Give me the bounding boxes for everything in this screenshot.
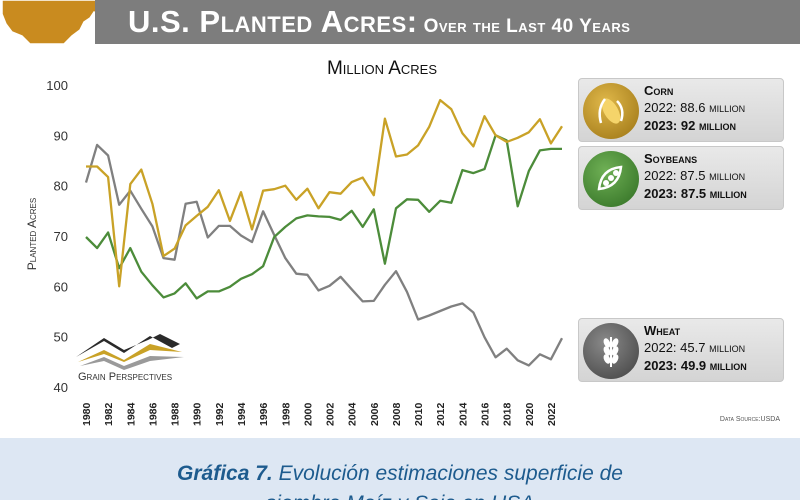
title-main: U.S. Planted Acres:	[128, 4, 418, 39]
soybeans-box-name: Soybeans	[644, 151, 698, 166]
x-tick-label-2006: 2006	[369, 402, 381, 426]
wheat-2023-value: 2023: 49.9	[644, 358, 707, 373]
y-tick-label-50: 50	[54, 330, 68, 345]
y-tick-label-70: 70	[54, 229, 68, 244]
y-tick-label-80: 80	[54, 179, 68, 194]
x-tick-label-1994: 1994	[236, 402, 248, 426]
x-tick-label-1982: 1982	[103, 402, 115, 426]
x-tick-label-2000: 2000	[302, 402, 314, 426]
y-tick-label-60: 60	[54, 279, 68, 294]
figure-caption: Gráfica 7. Evolución estimaciones superf…	[0, 462, 800, 486]
series-line-corn	[86, 98, 563, 288]
series-line-soybeans	[85, 134, 562, 300]
chart-title: Million Acres	[327, 58, 437, 79]
x-tick-label-2002: 2002	[325, 402, 337, 426]
soybean-icon	[583, 151, 639, 207]
wheat-2022-unit: million	[709, 340, 746, 355]
planted-acres-chart: Million Acres Planted Acres 40 50 60 70 80 90…	[25, 58, 780, 426]
x-tick-label-1988: 1988	[170, 402, 182, 426]
page-title: U.S. Planted Acres: Over the Last 40 Year…	[128, 4, 630, 40]
corn-2022-unit: million	[709, 100, 746, 115]
x-tick-label-2018: 2018	[502, 402, 514, 426]
soybeans-2023-value: 2023: 87.5	[644, 186, 707, 201]
y-axis-title: Planted Acres	[25, 198, 39, 270]
x-tick-label-1990: 1990	[192, 402, 204, 426]
series-lines	[84, 98, 564, 367]
y-tick-label-90: 90	[54, 128, 68, 143]
wheat-2023-unit: million	[709, 358, 747, 373]
wheat-box-name: Wheat	[644, 323, 681, 338]
x-tick-label-1998: 1998	[280, 402, 292, 426]
soybeans-info-box: Soybeans 2022: 87.5 million 2023: 87.5 m…	[578, 146, 784, 210]
y-tick-label-40: 40	[54, 380, 68, 395]
wheat-icon	[583, 323, 639, 379]
title-banner: U.S. Planted Acres: Over the Last 40 Year…	[0, 0, 800, 44]
y-axis-ticks: 40 50 60 70 80 90 100	[46, 78, 68, 395]
x-tick-label-2014: 2014	[457, 402, 469, 426]
x-tick-label-1992: 1992	[214, 402, 226, 426]
caption-text: Evolución estimaciones superficie de	[272, 462, 623, 485]
banner-bar	[95, 0, 800, 44]
x-tick-label-1984: 1984	[125, 402, 137, 426]
soybeans-2023-unit: million	[709, 186, 747, 201]
x-tick-label-1996: 1996	[258, 402, 270, 426]
wheat-2022-value: 2022: 45.7	[644, 340, 706, 355]
corn-2022-value: 2022: 88.6	[644, 100, 706, 115]
x-tick-label-2008: 2008	[391, 402, 403, 426]
corn-box-name: Corn	[644, 83, 674, 98]
logo-text: Grain Perspectives	[78, 371, 172, 383]
soybeans-2022-unit: million	[709, 168, 746, 183]
caption-label: Gráfica 7.	[177, 462, 273, 485]
corn-2023-unit: million	[698, 118, 736, 133]
x-axis-ticks: 1980 1982 1984 1986 1988 1990 1992 1994 1996 1998…	[81, 402, 558, 426]
corn-info-box: Corn 2022: 88.6 million 2023: 92 million	[578, 78, 784, 142]
x-tick-label-1980: 1980	[81, 402, 93, 426]
x-tick-label-2010: 2010	[413, 402, 425, 426]
wheat-info-box: Wheat 2022: 45.7 million 2023: 49.9 mill…	[578, 318, 784, 382]
grain-perspectives-logo: Grain Perspectives	[76, 334, 184, 383]
x-tick-label-2020: 2020	[524, 402, 536, 426]
y-tick-label-100: 100	[46, 78, 68, 93]
x-tick-label-2022: 2022	[546, 402, 558, 426]
x-tick-label-1986: 1986	[147, 402, 159, 426]
x-tick-label-2012: 2012	[435, 402, 447, 426]
caption-footer: Gráfica 7. Evolución estimaciones superf…	[0, 438, 800, 500]
corn-2023-value: 2023: 92	[644, 118, 696, 133]
data-source: Data Source:USDA	[720, 416, 780, 423]
x-tick-label-2016: 2016	[480, 402, 492, 426]
soybeans-2022-value: 2022: 87.5	[644, 168, 706, 183]
title-sub: Over the Last 40 Years	[423, 16, 631, 37]
caption-line-2: siembra Maíz y Soja en USA	[0, 492, 800, 500]
series-line-wheat	[84, 143, 564, 367]
x-tick-label-2004: 2004	[347, 402, 359, 426]
corn-icon	[583, 83, 639, 139]
